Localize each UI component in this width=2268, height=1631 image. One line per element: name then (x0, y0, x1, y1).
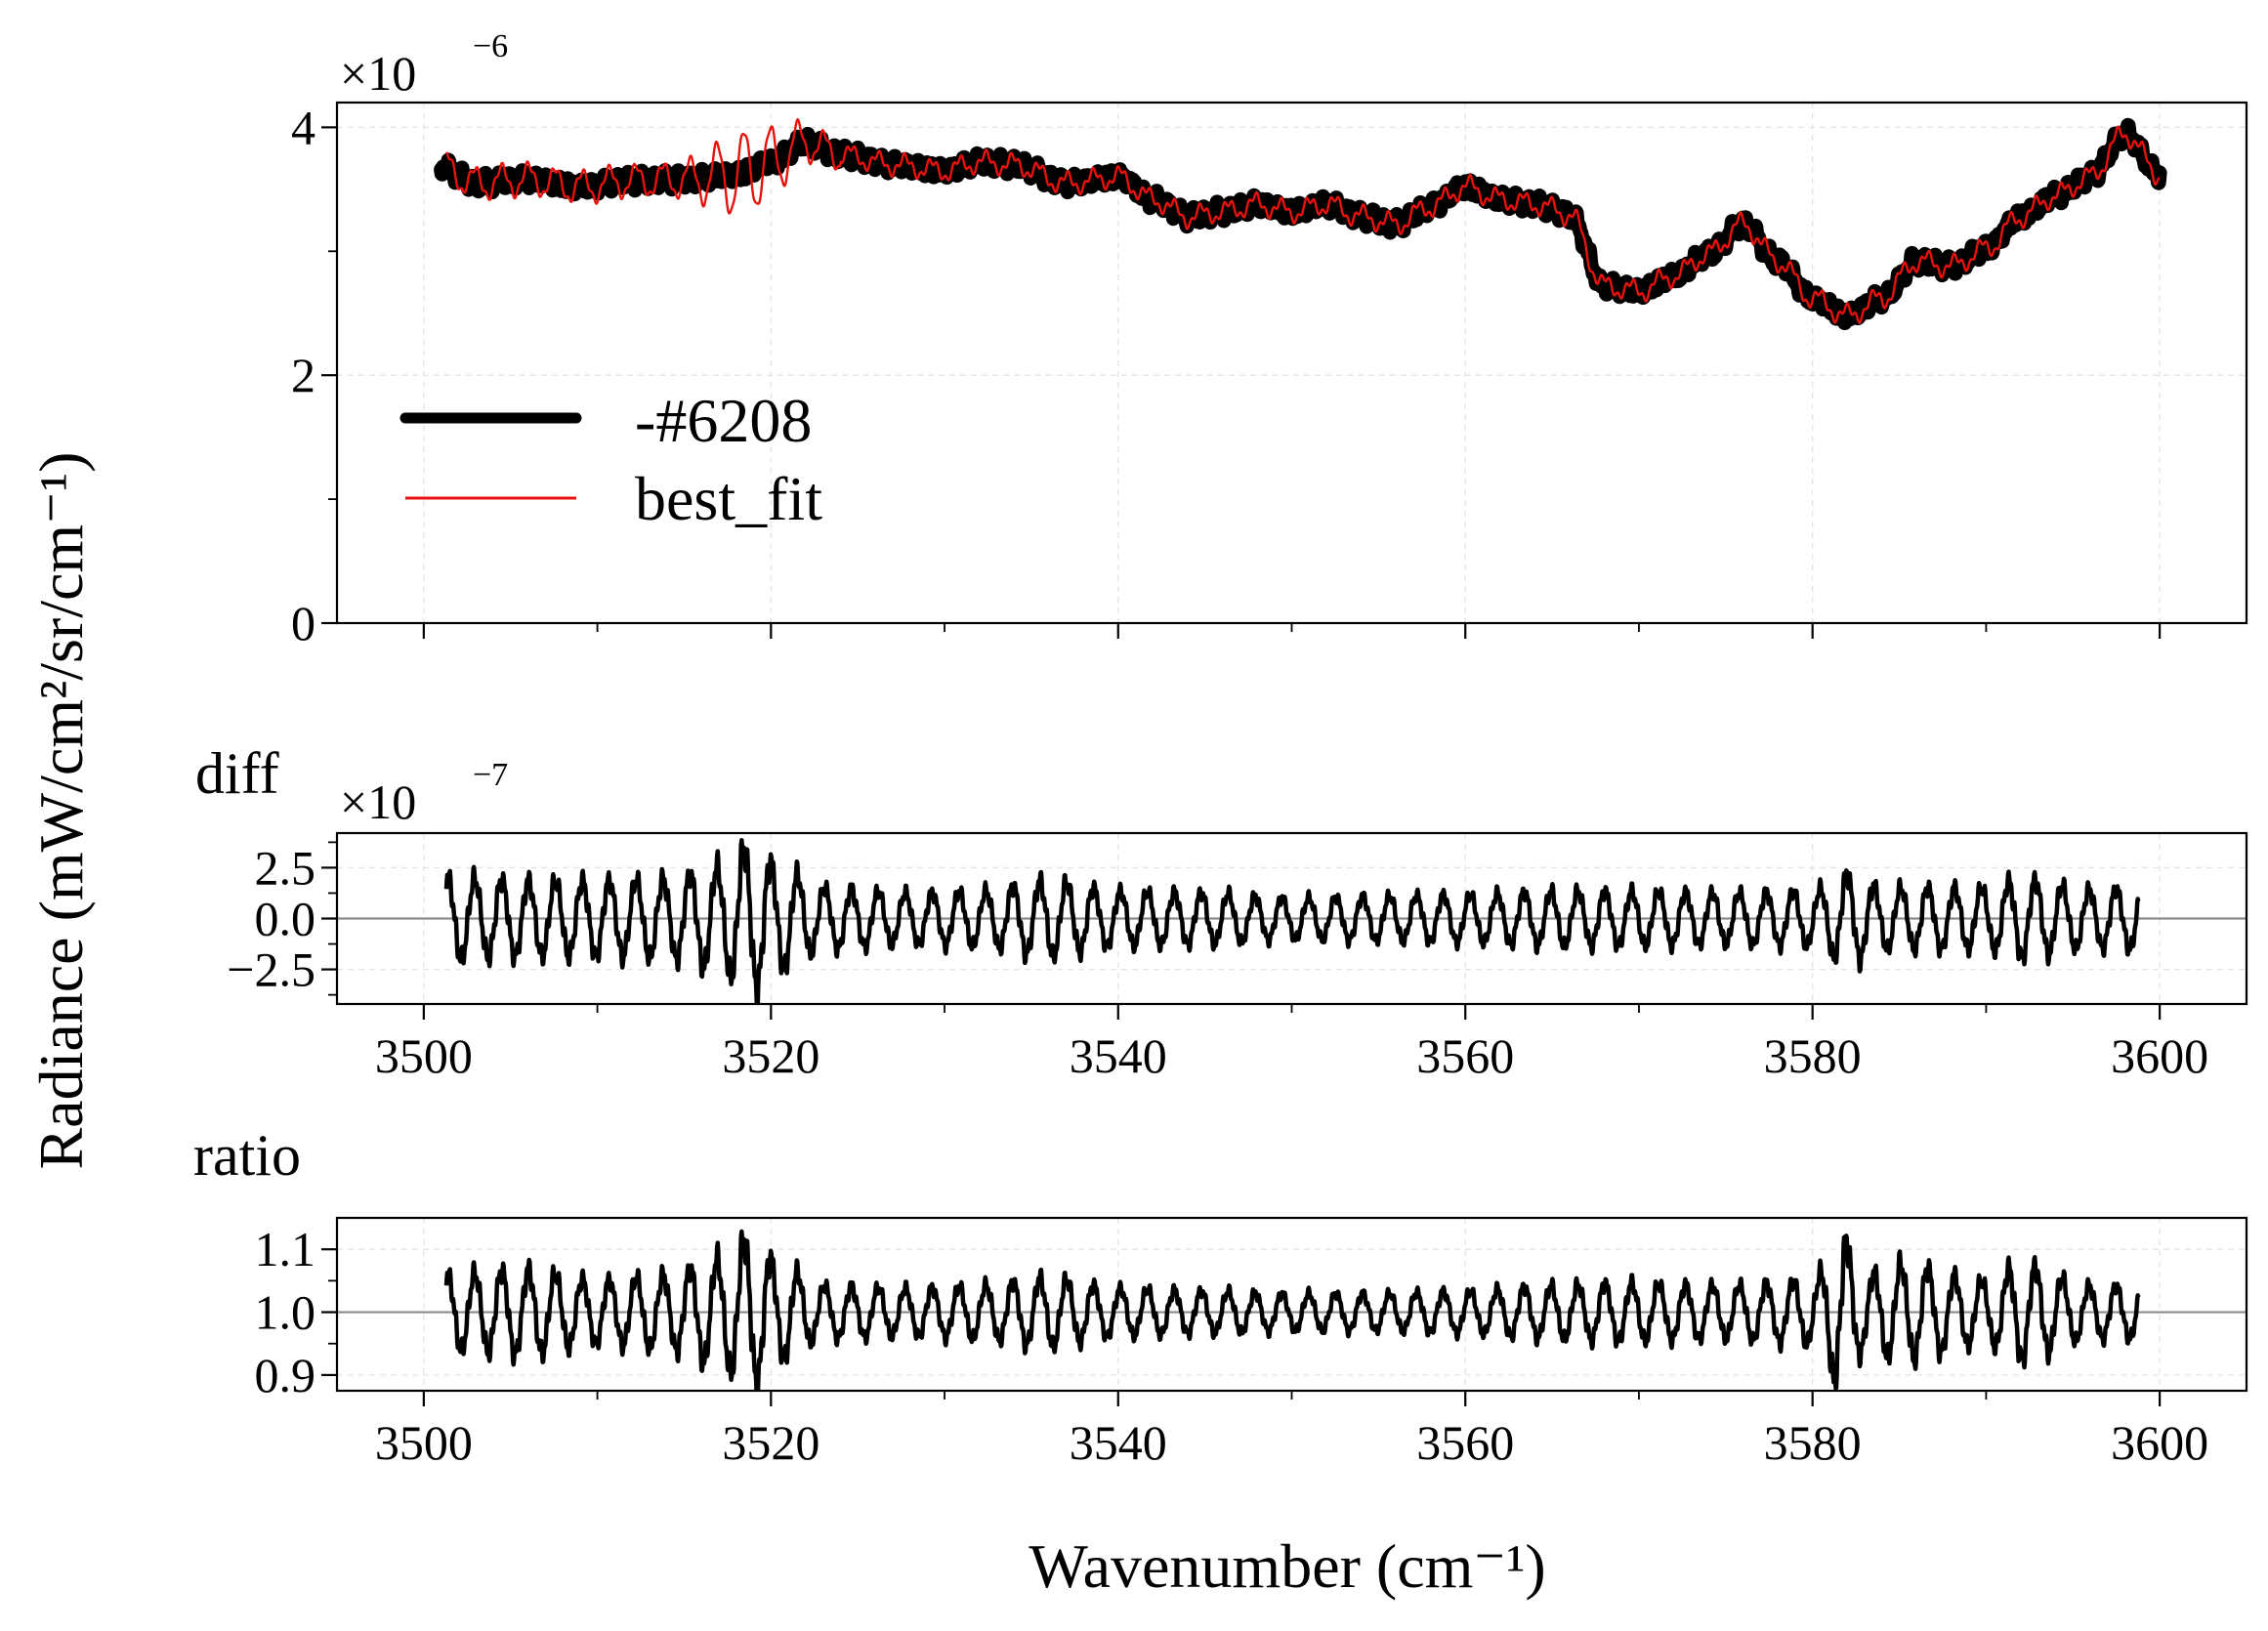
diff-offset-text: ×10 −7 (340, 757, 508, 829)
diff-offset-base: ×10 (340, 774, 416, 829)
reference-lines (337, 917, 2247, 1314)
ticks-layer: 0 2 4 2.50.0−2.5 3500 3520 3540 3560 3580 3600 1.1… (227, 100, 2208, 1470)
legend-label-fit: best_fit (635, 464, 822, 533)
main-offset-base: ×10 (340, 46, 416, 101)
x-tick-label: 3580 (1764, 1028, 1862, 1083)
y-tick-label: 4 (291, 100, 315, 154)
x-tick-label: 3560 (1416, 1028, 1514, 1083)
series-line-ratio (443, 1229, 2141, 1391)
legend-label-data: -#6208 (635, 386, 812, 455)
series-line-data (434, 117, 2167, 331)
ratio-panel-title: ratio (193, 1123, 301, 1188)
y-tick-label: 1.1 (255, 1222, 316, 1276)
diff-panel-title: diff (195, 741, 279, 806)
grid-layer (337, 103, 2247, 1391)
x-tick-label: 3560 (1416, 1415, 1514, 1470)
x-tick-label: 3600 (2111, 1028, 2208, 1083)
x-tick-label: 3540 (1070, 1415, 1167, 1470)
y-tick-label: 0 (291, 596, 315, 650)
axes-frames (335, 101, 2248, 1393)
main-offset-exponent: −6 (473, 28, 508, 64)
y-tick-label: 2 (291, 348, 315, 402)
x-tick-label: 3600 (2111, 1415, 2208, 1470)
x-tick-label: 3520 (722, 1415, 819, 1470)
series-layer (434, 117, 2167, 1391)
y-axis-label: Radiance (mW/cm²/sr/cm⁻¹) (26, 452, 96, 1170)
series-line-best-fit (444, 118, 2161, 324)
x-tick-label: 3500 (375, 1028, 473, 1083)
x-tick-label: 3520 (722, 1028, 819, 1083)
x-tick-label: 3540 (1070, 1028, 1167, 1083)
main-offset-text: ×10 −6 (340, 28, 508, 101)
x-tick-label: 3580 (1764, 1415, 1862, 1470)
y-tick-label: 1.0 (255, 1285, 316, 1340)
x-tick-label: 3500 (375, 1415, 473, 1470)
diff-offset-exponent: −7 (473, 757, 508, 793)
legend: -#6208 best_fit (399, 386, 822, 533)
x-axis-label: Wavenumber (cm⁻¹) (1029, 1531, 1545, 1601)
y-tick-label: 2.5 (255, 840, 316, 895)
y-tick-label: 0.9 (255, 1348, 316, 1402)
y-tick-label: 0.0 (255, 892, 316, 946)
series-line-diff (443, 838, 2141, 1004)
y-tick-label: −2.5 (227, 942, 315, 997)
